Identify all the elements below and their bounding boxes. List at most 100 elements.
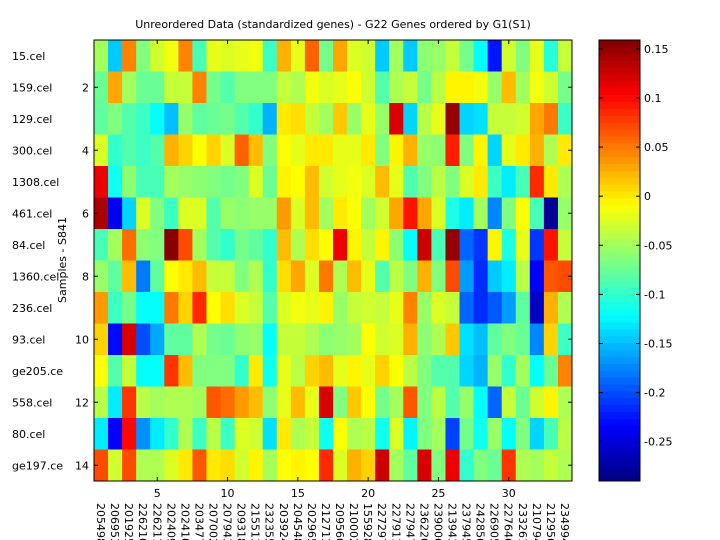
heatmap-cell [234, 197, 250, 230]
heatmap-cell [178, 386, 193, 419]
heatmap-cell [276, 323, 292, 356]
heatmap-cell [333, 323, 348, 356]
heatmap-cell [515, 40, 531, 72]
heatmap-cell [150, 386, 165, 419]
heatmap-cell [361, 197, 376, 230]
heatmap-cell [178, 449, 193, 482]
heatmap-cell [375, 355, 390, 387]
heatmap-cell [515, 134, 531, 167]
heatmap-cell [389, 134, 404, 167]
heatmap-cell [318, 292, 334, 324]
colorbar-segment [599, 453, 640, 461]
heatmap-cell [234, 355, 250, 387]
heatmap-cell [206, 418, 222, 450]
heatmap-cell [94, 166, 109, 198]
heatmap-cell [529, 166, 545, 198]
heatmap-cell [529, 386, 545, 419]
heatmap-cell [192, 134, 207, 167]
heatmap-cell [164, 40, 179, 72]
x-tick-label: 20 [361, 487, 375, 500]
heatmap-cell [403, 386, 418, 419]
heatmap-cell [150, 166, 165, 198]
y-tick-label: 2 [82, 81, 89, 94]
heatmap-cell [108, 260, 123, 293]
heatmap-cell [333, 449, 348, 482]
heatmap-cell [178, 355, 193, 387]
heatmap-cell [304, 103, 320, 135]
heatmap-cell [122, 166, 137, 198]
heatmap-cell [487, 449, 503, 482]
heatmap-cell [431, 386, 446, 419]
heatmap-cell [543, 260, 559, 293]
colorbar-segment [599, 308, 640, 317]
column-label: 227646_ [502, 503, 515, 540]
heatmap-cell [543, 323, 559, 356]
heatmap-cell [290, 449, 306, 482]
heatmap-cell [487, 166, 503, 198]
colorbar-segment [599, 191, 640, 199]
colorbar-segment [599, 384, 640, 392]
heatmap-cell [136, 260, 151, 293]
heatmap-cell [234, 292, 250, 324]
row-label: ge205.ce [12, 365, 63, 378]
colorbar-segment [599, 370, 640, 379]
heatmap-cell [361, 418, 376, 450]
heatmap-cell [403, 418, 418, 450]
heatmap-cell [431, 40, 446, 72]
heatmap-cell [318, 418, 334, 450]
heatmap-cell [333, 197, 348, 230]
colorbar-segment [599, 164, 640, 172]
heatmap-cell [347, 449, 362, 482]
heatmap-cell [445, 260, 461, 293]
heatmap-cell [515, 260, 531, 293]
column-label: 207943_ [221, 503, 234, 540]
heatmap-cell [192, 386, 207, 419]
heatmap-cell [136, 71, 151, 104]
heatmap-cell [136, 449, 151, 482]
heatmap-cell [276, 355, 292, 387]
heatmap-cell [557, 197, 573, 230]
y-tick-label: 10 [75, 333, 89, 346]
heatmap-cell [417, 449, 432, 482]
heatmap-cell [347, 229, 362, 261]
heatmap-cell [375, 449, 390, 482]
chart-title: Unreordered Data (standardized genes) - … [135, 18, 531, 31]
heatmap-cell [515, 386, 531, 419]
colorbar-segment [599, 95, 640, 103]
heatmap-cell [220, 260, 236, 293]
heatmap-cell [333, 418, 348, 450]
heatmap-cell [178, 166, 193, 198]
colorbar-segment [599, 274, 640, 282]
colorbar-segment [599, 425, 640, 434]
heatmap-cell [192, 355, 207, 387]
colorbar-segment [599, 46, 640, 55]
heatmap-cell [150, 40, 165, 72]
heatmap-cell [262, 292, 278, 324]
heatmap-cell [192, 260, 207, 293]
heatmap-cell [501, 355, 517, 387]
heatmap-cell [445, 71, 461, 104]
heatmap-cell [347, 355, 362, 387]
heatmap-cell [473, 386, 489, 419]
heatmap-cell [403, 134, 418, 167]
heatmap-cell [304, 229, 320, 261]
heatmap-cell [136, 166, 151, 198]
heatmap-cell [276, 71, 292, 104]
heatmap-cell [459, 260, 475, 293]
heatmap-cell [529, 40, 545, 72]
heatmap-cell [122, 40, 137, 72]
heatmap-cell [543, 386, 559, 419]
heatmap-cell [473, 134, 489, 167]
heatmap-cell [347, 260, 362, 293]
heatmap-cell [276, 103, 292, 135]
heatmap-cell [136, 386, 151, 419]
heatmap-cell [361, 260, 376, 293]
heatmap-cell [318, 229, 334, 261]
row-label: 558.cel [12, 396, 52, 409]
heatmap-cell [136, 355, 151, 387]
heatmap-cell [108, 229, 123, 261]
heatmap-cell [248, 40, 264, 72]
colorbar-tick-label: -0.2 [644, 387, 665, 400]
heatmap-cell [234, 40, 250, 72]
heatmap-cell [543, 292, 559, 324]
